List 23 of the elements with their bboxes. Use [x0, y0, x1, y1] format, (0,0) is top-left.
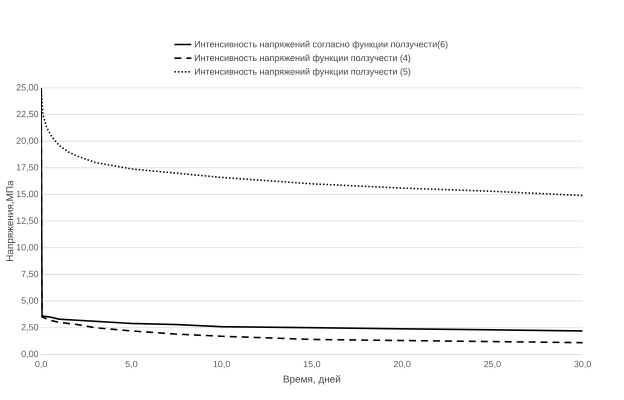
y-tick-label: 15,00 — [16, 190, 38, 198]
y-tick-label: 2,50 — [22, 324, 38, 332]
y-axis-title: Напряжения,МПа — [6, 180, 16, 262]
x-tick-label: 20,0 — [394, 361, 410, 368]
y-tick-label: 25,00 — [16, 84, 38, 92]
x-tick-label: 10,0 — [214, 361, 230, 368]
x-tick-label: 25,0 — [484, 361, 501, 368]
y-tick-label: 22,50 — [16, 110, 38, 118]
y-tick-label: 7,50 — [22, 270, 38, 278]
legend-label: Интенсивность напряжений функции ползучести (4) — [194, 54, 410, 63]
y-tick-label: 10,00 — [16, 244, 38, 252]
legend-label: Интенсивность напряжений функции ползучести (5) — [194, 68, 410, 77]
y-tick-label: 12,50 — [16, 218, 38, 225]
x-tick-label: 0,0 — [35, 361, 48, 368]
x-axis-title: Время, дней — [284, 375, 340, 385]
x-tick-label: 15,0 — [304, 361, 320, 368]
y-tick-label: 17,50 — [16, 164, 38, 172]
legend-label: Интенсивность напряжений согласно функции ползучести(6) — [194, 40, 448, 50]
x-tick-label: 5,0 — [125, 361, 138, 368]
y-tick-label: 20,00 — [16, 138, 38, 146]
y-tick-label: 5,00 — [22, 297, 38, 305]
x-tick-label: 30,0 — [574, 361, 591, 368]
y-tick-label: 0,00 — [21, 350, 38, 358]
